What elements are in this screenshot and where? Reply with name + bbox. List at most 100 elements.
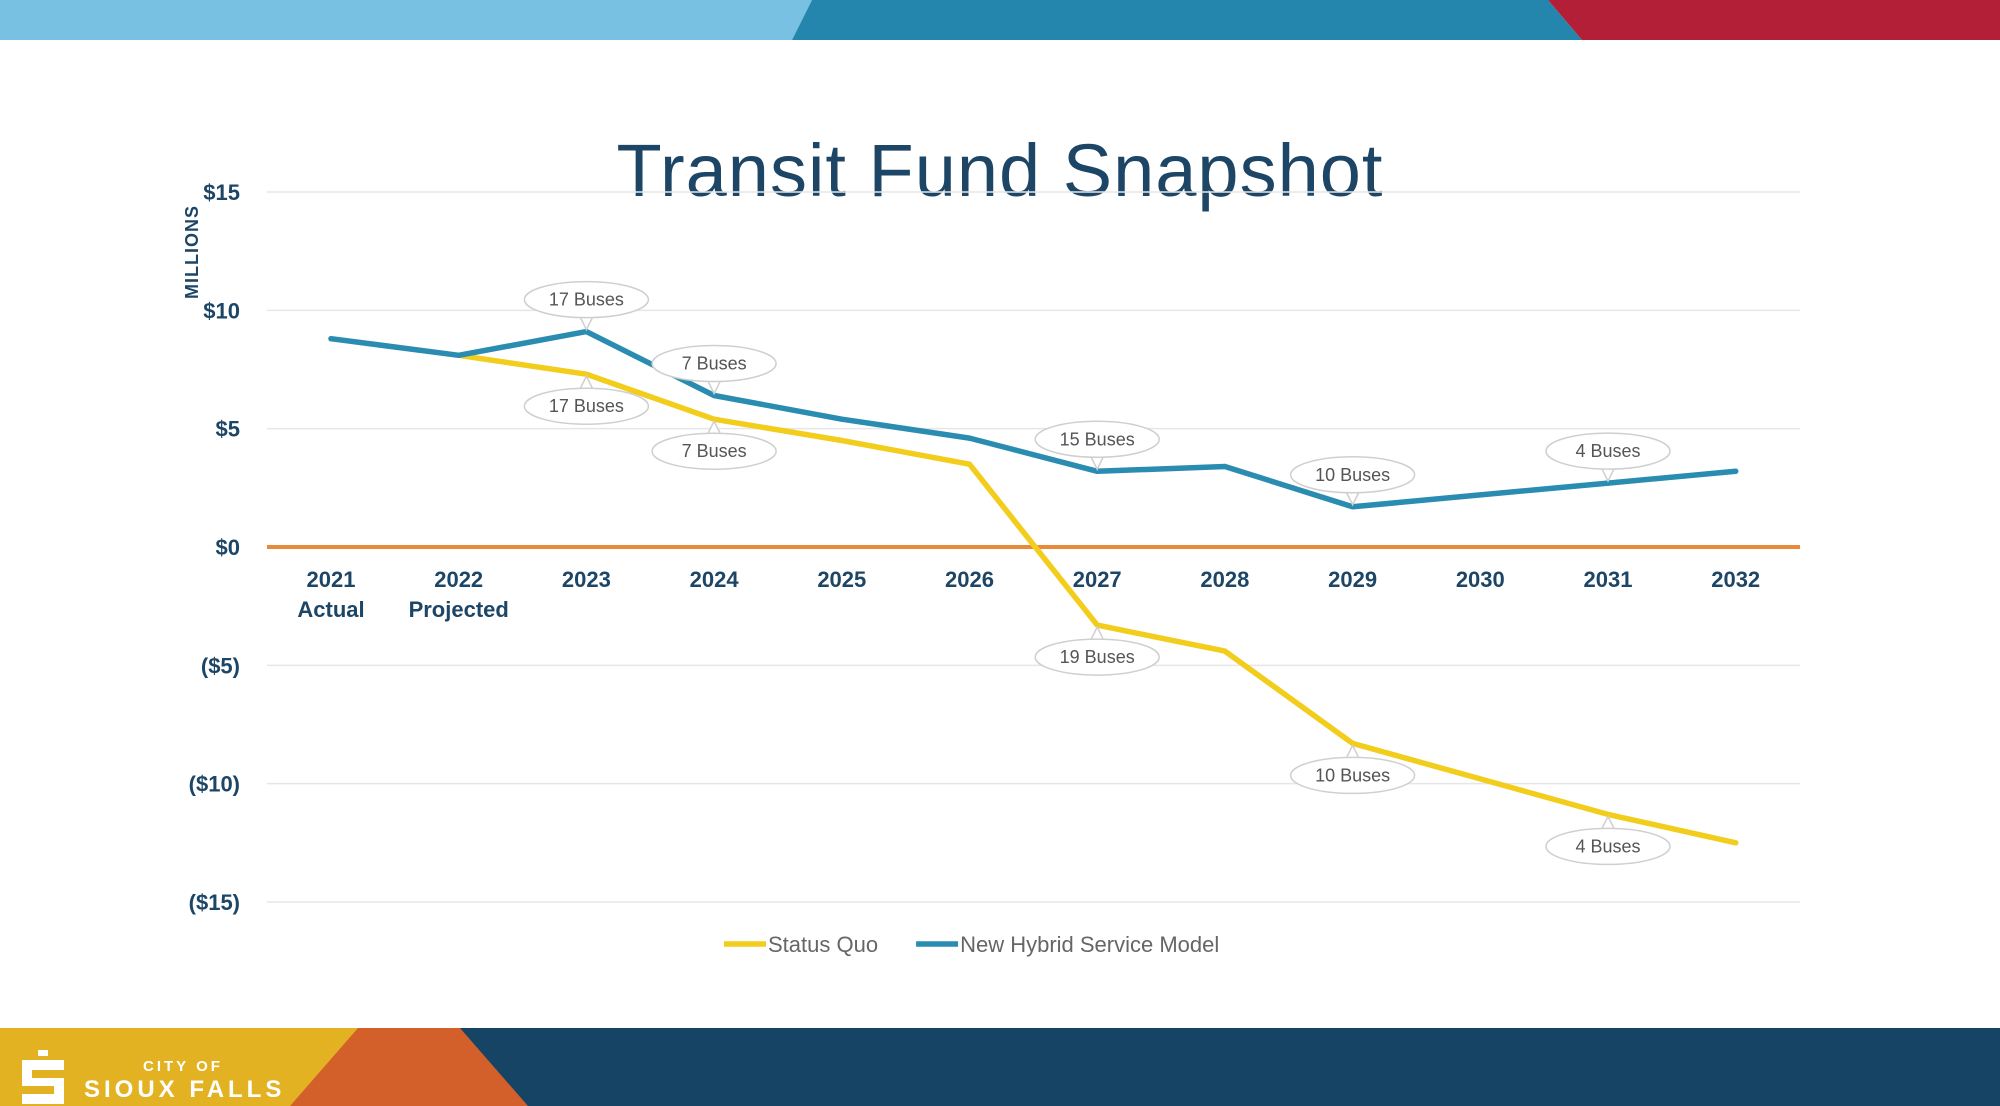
bus-callout: 10 Buses xyxy=(1289,456,1416,507)
x-tick-label: 2032 xyxy=(1711,567,1760,592)
x-tick-label: 2028 xyxy=(1200,567,1249,592)
y-tick-label: $0 xyxy=(216,535,240,560)
callout-bubble xyxy=(1545,827,1671,866)
x-axis-tick-labels: 2021 Actual 2022 Projected 2023 2024 2025 2026 2… xyxy=(297,567,1760,622)
bottom-banner xyxy=(0,1028,2000,1106)
data-point-hybrid xyxy=(1477,492,1483,498)
data-point-hybrid xyxy=(328,336,334,342)
top-banner xyxy=(0,0,2000,40)
callout-joint xyxy=(1343,759,1362,765)
data-point-status-quo xyxy=(1094,622,1100,628)
data-point-hybrid xyxy=(1222,463,1228,470)
data-point-hybrid xyxy=(1350,504,1356,510)
series-line-hybrid xyxy=(328,328,1739,510)
y-axis-title: MILLIONS xyxy=(182,205,202,299)
data-point-hybrid xyxy=(1605,480,1611,486)
callout-label: 4 Buses xyxy=(1575,836,1640,856)
data-point-status-quo xyxy=(839,437,845,444)
data-point-hybrid xyxy=(966,435,973,441)
city-logo-mark xyxy=(22,1050,64,1104)
x-tick-sublabel: Actual xyxy=(297,597,364,622)
banner-mid-blue xyxy=(792,0,1582,40)
bus-callout: 7 Buses xyxy=(651,344,777,396)
logo-city-of: CITY OF xyxy=(143,1058,223,1075)
y-tick-label: $15 xyxy=(203,180,240,205)
callout-joint xyxy=(577,310,596,316)
data-point-status-quo xyxy=(1733,840,1739,846)
y-axis-tick-labels: $15 $10 $5 $0 ($5) ($10) ($15) xyxy=(189,180,240,915)
callout-joint xyxy=(1343,485,1362,491)
data-point-status-quo xyxy=(1222,648,1228,654)
x-tick-label: 2027 xyxy=(1073,567,1122,592)
bus-callout: 19 Buses xyxy=(1034,625,1160,676)
y-tick-label: $5 xyxy=(216,417,240,442)
bus-callouts: 17 Buses 7 Buses 15 Buses 10 Buses 4 Buses 17… xyxy=(523,280,1671,866)
x-tick-label: 2029 xyxy=(1328,567,1377,592)
bus-callout: 10 Buses xyxy=(1289,743,1416,795)
callout-bubble xyxy=(651,344,777,383)
x-tick-sublabel: Projected xyxy=(409,597,509,622)
x-tick-label: 2022 xyxy=(434,567,483,592)
callout-label: 10 Buses xyxy=(1315,765,1390,785)
banner-light-blue xyxy=(0,0,812,40)
callout-joint xyxy=(1088,641,1107,647)
callout-bubble xyxy=(1034,420,1160,459)
y-tick-label: ($5) xyxy=(201,653,240,678)
callout-bubble xyxy=(1545,432,1671,470)
callout-bubble xyxy=(523,387,650,425)
callout-label: 17 Buses xyxy=(549,396,624,416)
data-point-hybrid xyxy=(583,329,590,335)
bus-callout: 4 Buses xyxy=(1545,432,1671,483)
callout-label: 15 Buses xyxy=(1060,429,1135,449)
banner-yellow xyxy=(0,1028,358,1106)
legend-label-status-quo: Status Quo xyxy=(768,932,878,957)
data-point-status-quo xyxy=(1477,776,1483,782)
x-tick-label: 2031 xyxy=(1584,567,1633,592)
legend-label-hybrid: New Hybrid Service Model xyxy=(960,932,1219,957)
data-point-hybrid xyxy=(1733,468,1739,474)
data-point-hybrid xyxy=(456,352,462,358)
data-point-status-quo xyxy=(1350,740,1356,747)
callout-joint xyxy=(577,390,596,396)
callout-joint xyxy=(1599,462,1617,468)
y-tick-label: ($15) xyxy=(189,890,240,915)
bus-callout: 7 Buses xyxy=(651,419,777,470)
data-point-hybrid xyxy=(711,392,717,399)
banner-red xyxy=(1548,0,2000,40)
grid-lines xyxy=(267,191,1800,903)
x-tick-label: 2021 xyxy=(307,567,356,592)
callout-label: 4 Buses xyxy=(1575,441,1640,461)
x-tick-label: 2030 xyxy=(1456,567,1505,592)
logo-bar-icon xyxy=(38,1050,48,1056)
logo-s-icon xyxy=(22,1060,64,1104)
y-tick-label: $10 xyxy=(203,298,240,323)
callout-joint xyxy=(705,435,724,441)
callout-label: 17 Buses xyxy=(549,290,624,310)
callout-joint xyxy=(1088,450,1107,456)
bus-callout: 15 Buses xyxy=(1034,420,1160,471)
callout-bubble xyxy=(1289,456,1416,494)
logo-sioux-falls: SIOUX FALLS xyxy=(84,1076,286,1103)
data-point-status-quo xyxy=(1605,811,1611,818)
callout-bubble xyxy=(1034,638,1160,676)
callout-joint xyxy=(705,374,724,380)
callout-label: 10 Buses xyxy=(1315,465,1390,485)
data-point-status-quo xyxy=(966,461,973,467)
callout-label: 19 Buses xyxy=(1060,647,1135,667)
x-tick-label: 2026 xyxy=(945,567,994,592)
bus-callout: 17 Buses xyxy=(523,374,650,425)
callout-label: 7 Buses xyxy=(682,441,747,461)
callout-bubble xyxy=(1289,756,1416,795)
data-point-hybrid xyxy=(839,416,845,422)
y-tick-label: ($10) xyxy=(189,772,240,797)
x-tick-label: 2024 xyxy=(690,567,740,592)
callout-bubble xyxy=(651,432,777,470)
callout-joint xyxy=(1599,830,1617,836)
x-tick-label: 2023 xyxy=(562,567,611,592)
data-point-status-quo xyxy=(711,416,717,422)
callout-label: 7 Buses xyxy=(682,354,747,374)
data-series xyxy=(328,328,1739,846)
chart-legend: Status Quo New Hybrid Service Model xyxy=(724,932,1219,957)
data-point-status-quo xyxy=(583,371,590,377)
